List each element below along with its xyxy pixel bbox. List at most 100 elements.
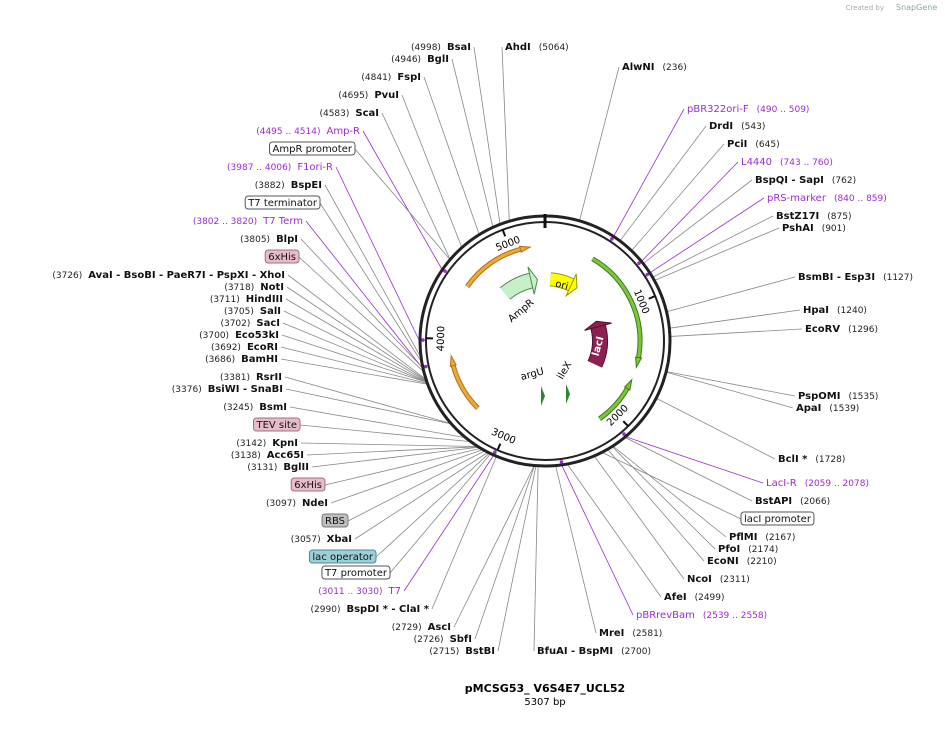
label-position: (3245) <box>223 403 253 413</box>
label-name: ApaI <box>796 403 821 414</box>
label-name: L4440 <box>741 157 772 168</box>
label-name: F1ori-R <box>297 162 333 173</box>
map-label-box: AmpR promoter <box>269 141 356 156</box>
primer-mark <box>423 364 428 369</box>
map-label-site: ScaI (4583) <box>319 108 379 119</box>
label-position: (2726) <box>414 635 444 645</box>
map-label-site: BspEI (3882) <box>255 180 322 191</box>
map-label-primer: Amp-R (4495 .. 4514) <box>256 126 360 137</box>
feature-label: argU <box>519 366 545 383</box>
leader-line <box>280 346 427 384</box>
leader-line <box>284 376 450 424</box>
label-position: (3692) <box>211 343 241 353</box>
label-name: BstBI <box>465 646 495 657</box>
label-name: BfuAI - BspMI <box>537 646 613 657</box>
map-label-site: PfoI (2174) <box>718 544 778 555</box>
map-label-site: Acc65I (3138) <box>231 450 304 461</box>
label-name: 6xHis <box>268 252 296 263</box>
feature-label: ileX <box>555 360 574 382</box>
map-label-site: NotI (3718) <box>224 282 284 293</box>
leader-line <box>289 406 464 438</box>
leader-line <box>287 274 425 379</box>
leader-line <box>607 449 705 562</box>
leader-line <box>561 465 634 616</box>
leader-line <box>533 466 539 652</box>
leader-line <box>656 398 776 460</box>
ruler-label: 3000 <box>489 427 517 447</box>
feature-head <box>584 320 612 331</box>
map-label-site: SbfI (2726) <box>414 634 472 645</box>
primer-mark <box>645 272 650 277</box>
label-name: BsiWI - SnaBI <box>208 384 283 395</box>
label-name: Amp-R <box>327 126 361 137</box>
label-name: AfeI <box>664 592 687 603</box>
map-label-box: T7 terminator <box>244 195 321 210</box>
leader-line <box>501 46 510 221</box>
map-label-site: PflMI (2167) <box>729 532 795 543</box>
leader-line <box>653 215 774 278</box>
label-box <box>244 195 321 210</box>
leader-line <box>401 94 462 247</box>
leader-line <box>283 310 426 382</box>
map-label-site: NcoI (2311) <box>687 574 750 585</box>
map-label-site: BfuAI - BspMI (2700) <box>537 646 651 657</box>
map-label-site: BsmI (3245) <box>223 402 287 413</box>
map-label-box: lacI promoter <box>740 511 815 526</box>
label-name: SbfI <box>450 634 472 645</box>
feature-head <box>527 266 538 295</box>
map-label-pink: TEV site <box>252 417 301 432</box>
label-position: (3057) <box>291 535 321 545</box>
map-label-primer: pRS-marker (840 .. 859) <box>767 193 887 204</box>
label-name: HpaI <box>803 305 829 316</box>
feature-arc <box>588 324 607 368</box>
leader-line <box>280 358 427 385</box>
primer-mark <box>637 261 641 266</box>
map-label-primer: T7 (3011 .. 3030) <box>318 586 401 597</box>
label-position: (4495 .. 4514) <box>256 127 320 137</box>
leader-line <box>362 130 443 270</box>
label-position: (4998) <box>411 43 441 53</box>
label-name: BclI * <box>778 454 808 465</box>
label-name: pBRrevBam <box>636 610 695 621</box>
label-name: DrdI <box>709 121 733 132</box>
label-position: (3882) <box>255 181 285 191</box>
leader-line <box>285 388 450 425</box>
map-label-site: EcoRI (3692) <box>211 342 278 353</box>
label-box <box>321 513 349 528</box>
label-name: T7 terminator <box>247 198 318 209</box>
label-name: BsmI <box>259 402 287 413</box>
label-name: T7 promoter <box>324 568 388 579</box>
label-name: BspEI <box>291 180 322 191</box>
leader-line <box>613 108 685 236</box>
leader-line <box>667 371 796 397</box>
label-name: Eco53kI <box>235 330 279 341</box>
ruler-tick <box>648 295 656 300</box>
label-name: XbaI <box>327 534 352 545</box>
leader-line <box>311 446 478 468</box>
label-position: (5064) <box>539 43 569 53</box>
leader-line <box>555 466 597 634</box>
leader-line <box>354 148 450 260</box>
leader-line <box>641 161 739 261</box>
leader-line <box>354 452 488 540</box>
map-label-site: AlwNI (236) <box>622 62 687 73</box>
map-label-gray: RBS <box>321 513 349 528</box>
features: ori AmpR lacI argU ileX <box>449 245 643 421</box>
feature-head <box>623 378 633 391</box>
leader-line <box>281 334 426 383</box>
leader-line <box>299 424 470 442</box>
map-label-pink: 6xHis <box>290 477 326 492</box>
label-name: ScaI <box>355 108 379 119</box>
label-position: (4583) <box>319 109 349 119</box>
label-position: (3726) <box>52 271 82 281</box>
map-label-site: BlpI (3805) <box>240 234 298 245</box>
label-name: SalI <box>260 306 281 317</box>
label-box <box>264 249 300 264</box>
map-label-site: BspQI - SapI (762) <box>755 175 856 186</box>
leader-line <box>655 227 780 281</box>
label-name: AmpR promoter <box>273 144 353 155</box>
credit-brand: SnapGene <box>896 3 937 12</box>
label-position: (1539) <box>829 404 859 414</box>
map-label-site: AvaI - BsoBI - PaeR7I - PspXI - XhoI (372… <box>52 270 285 281</box>
leader-line <box>620 125 707 241</box>
